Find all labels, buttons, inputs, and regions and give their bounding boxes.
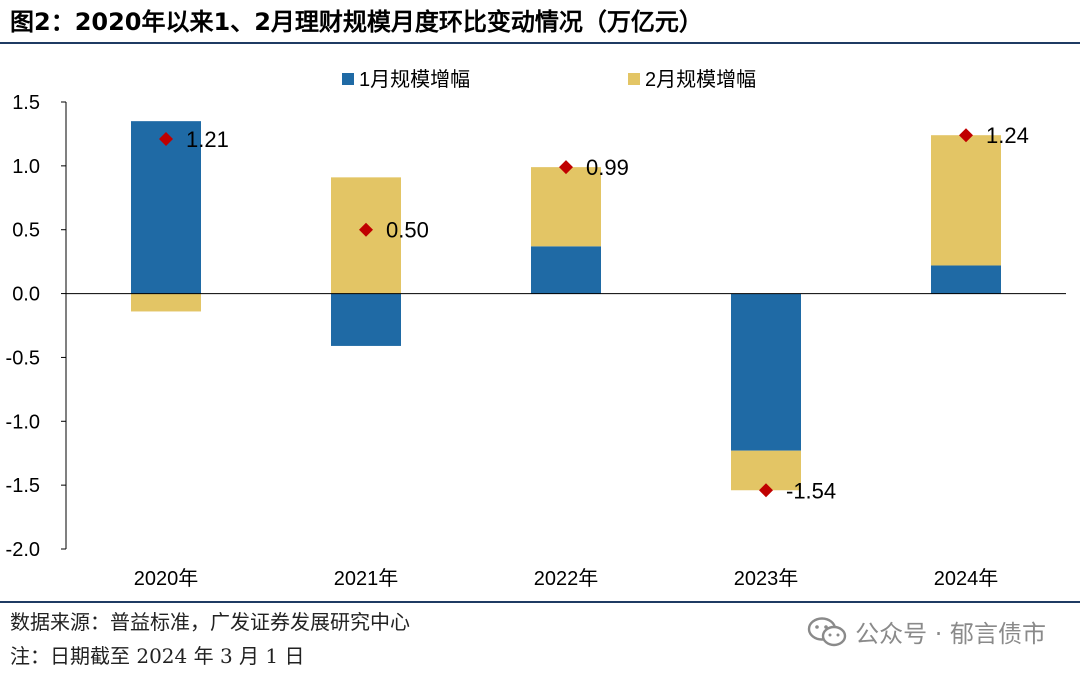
- total-label: 0.99: [586, 155, 629, 180]
- legend-label-feb: 2月规模增幅: [645, 68, 756, 91]
- total-marker: [959, 128, 973, 143]
- x-tick-label: 2022年: [534, 567, 599, 590]
- chart-title: 图2：2020年以来1、2月理财规模月度环比变动情况（万亿元）: [10, 8, 703, 36]
- bar-jan: [131, 121, 201, 294]
- bar-jan: [331, 293, 401, 346]
- bar-feb: [131, 293, 201, 312]
- bar-feb: [931, 135, 1001, 266]
- y-tick-label: -0.5: [6, 347, 40, 369]
- x-tick-label: 2020年: [134, 567, 199, 590]
- total-label: 1.21: [186, 127, 229, 152]
- x-tick-label: 2023年: [734, 567, 799, 590]
- y-tick-label: 0.0: [12, 284, 40, 306]
- y-tick-label: -1.0: [6, 411, 40, 433]
- wechat-icon: [807, 616, 847, 646]
- legend-swatch-feb: [628, 73, 640, 85]
- bar-jan: [931, 265, 1001, 294]
- y-tick-label: -2.0: [6, 539, 40, 561]
- x-tick-label: 2024年: [934, 567, 999, 590]
- source-note: 数据来源：普益标准，广发证券发展研究中心: [10, 610, 410, 634]
- total-label: 1.24: [986, 123, 1029, 148]
- y-tick-label: 0.5: [12, 220, 40, 242]
- total-label: -1.54: [786, 478, 836, 503]
- total-marker: [359, 222, 373, 237]
- footer-divider: [0, 601, 1080, 603]
- legend-label-jan: 1月规模增幅: [359, 68, 470, 91]
- total-marker: [759, 483, 773, 498]
- bar-jan: [731, 293, 801, 451]
- total-marker: [559, 160, 573, 175]
- watermark: 公众号 · 郁言债市: [807, 614, 1046, 649]
- total-label: 0.50: [386, 218, 429, 243]
- bar-feb: [531, 167, 601, 247]
- x-tick-label: 2021年: [334, 567, 399, 590]
- total-marker: [159, 132, 173, 147]
- date-note: 注：日期截至 2024 年 3 月 1 日: [10, 644, 305, 668]
- bar-jan: [531, 246, 601, 294]
- title-divider: [0, 42, 1080, 44]
- y-tick-label: -1.5: [6, 475, 40, 497]
- bar-chart: 1.5 1.0 0.5 0.0 -0.5 -1.0 -1.5 -2.0 2020年 2021年 20…: [6, 68, 1066, 590]
- y-tick-label: 1.0: [12, 156, 40, 178]
- y-tick-label: 1.5: [12, 92, 40, 114]
- legend-swatch-jan: [342, 73, 354, 85]
- watermark-text: 公众号 · 郁言债市: [855, 620, 1046, 648]
